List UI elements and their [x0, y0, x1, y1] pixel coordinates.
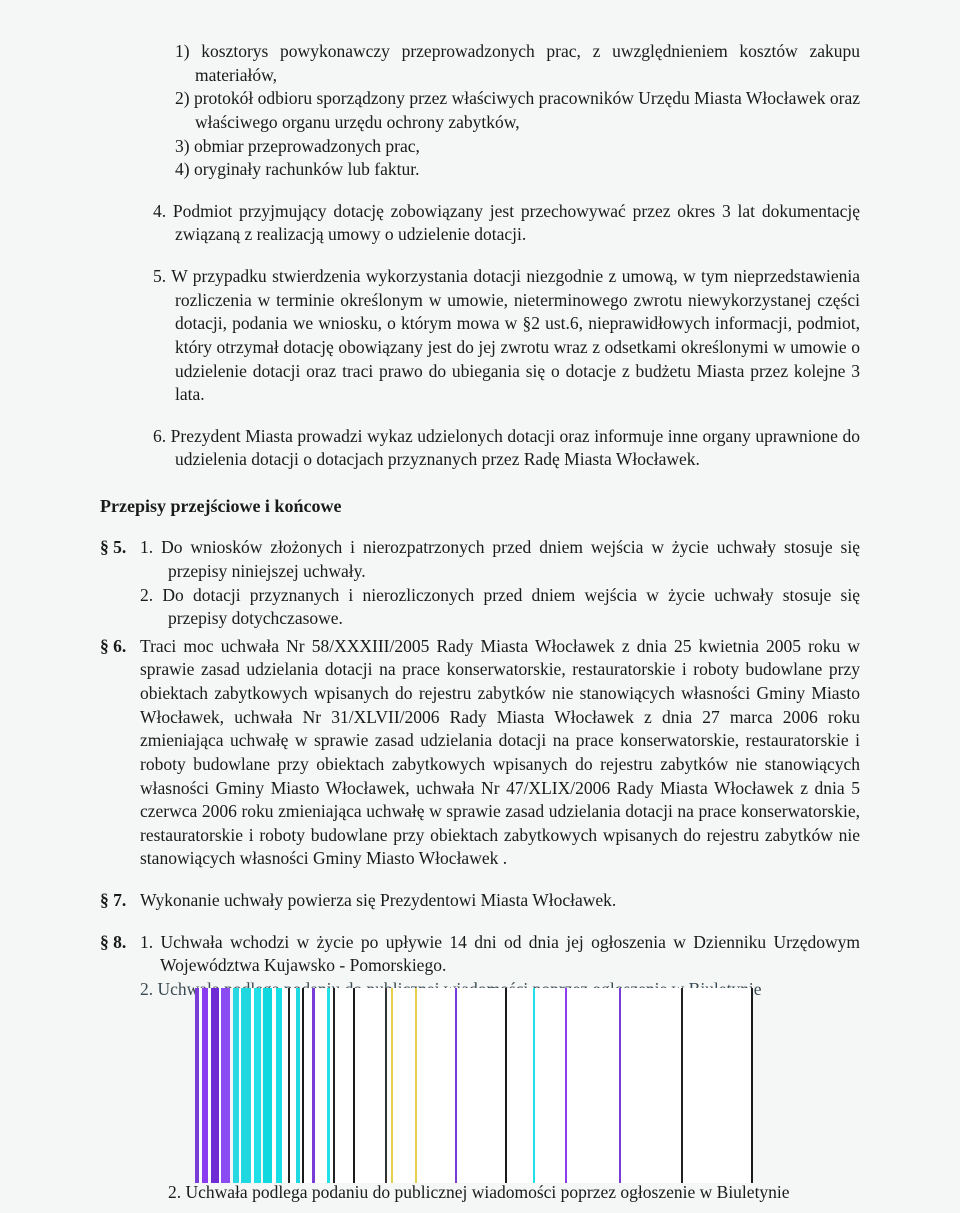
section-label: § 8.	[100, 931, 140, 1002]
section-5-item-2: 2. Do dotacji przyznanych i nierozliczon…	[140, 584, 860, 631]
section-label: § 7.	[100, 889, 140, 913]
section-heading: Przepisy przejściowe i końcowe	[100, 494, 860, 518]
section-8-item-1: 1. Uchwała wchodzi w życie po upływie 14…	[140, 931, 860, 978]
section-5: § 5. 1. Do wniosków złożonych i nierozpa…	[100, 536, 860, 631]
section-6-body: Traci moc uchwała Nr 58/XXXIII/2005 Rady…	[140, 635, 860, 871]
scan-artifact	[195, 988, 775, 1183]
section-8-item-2-repeat: 2. Uchwała podlega podaniu do publicznej…	[168, 1181, 860, 1205]
list-item: 2) protokół odbioru sporządzony przez wł…	[100, 87, 860, 134]
section-7: § 7. Wykonanie uchwały powierza się Prez…	[100, 889, 860, 913]
list-item: 1) kosztorys powykonawczy przeprowadzony…	[100, 40, 860, 87]
section-5-item-1: 1. Do wniosków złożonych i nierozpatrzon…	[140, 536, 860, 583]
list-item: 4) oryginały rachunków lub faktur.	[100, 158, 860, 182]
section-label: § 5.	[100, 536, 140, 631]
section-6: § 6. Traci moc uchwała Nr 58/XXXIII/2005…	[100, 635, 860, 871]
list-item: 3) obmiar przeprowadzonych prac,	[100, 135, 860, 159]
paragraph-5: 5. W przypadku stwierdzenia wykorzystani…	[100, 265, 860, 407]
section-label: § 6.	[100, 635, 140, 871]
section-7-body: Wykonanie uchwały powierza się Prezydent…	[140, 889, 860, 913]
paragraph-4: 4. Podmiot przyjmujący dotację zobowiąza…	[100, 200, 860, 247]
paragraph-6: 6. Prezydent Miasta prowadzi wykaz udzie…	[100, 425, 860, 472]
